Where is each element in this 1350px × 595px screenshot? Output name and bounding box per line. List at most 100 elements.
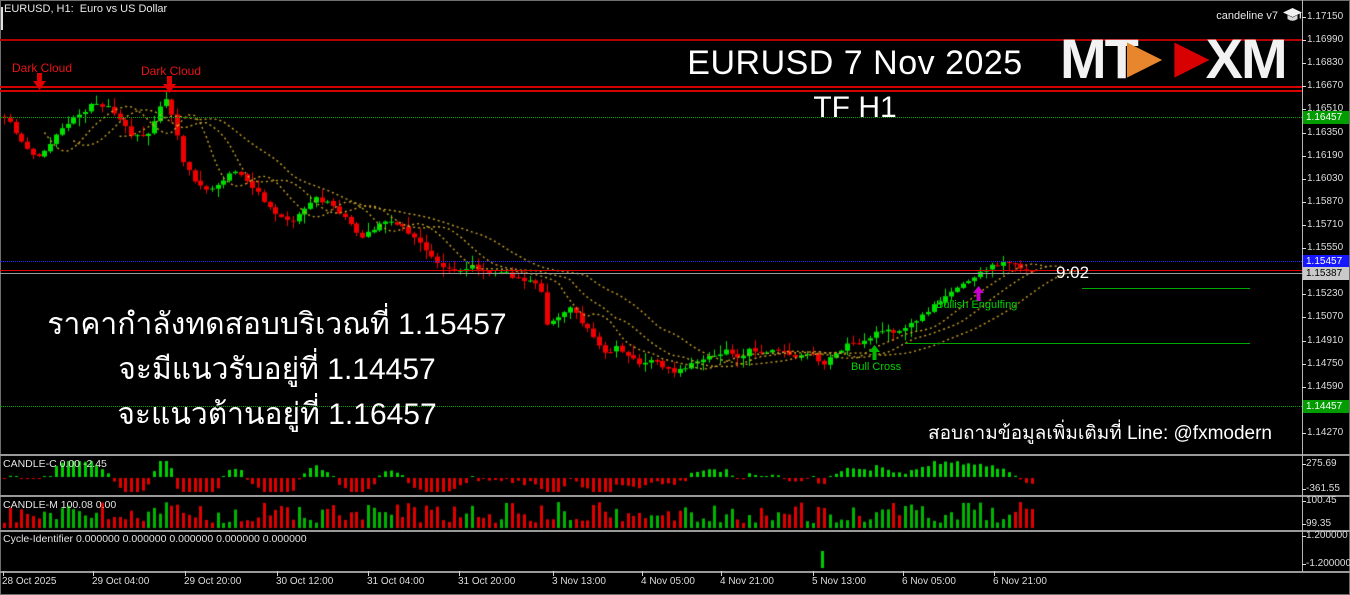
resistance-band-1[interactable]: [0, 86, 1302, 88]
price-badge-1.16457: 1.16457: [1303, 111, 1349, 124]
price-tick-label: 1.14750: [1307, 358, 1344, 369]
indicator-axis-value: 1.200000: [1306, 530, 1348, 541]
pane-separator[interactable]: [0, 454, 1350, 456]
graduation-cap-icon: [1283, 8, 1302, 23]
time-tick-mark: [553, 571, 554, 576]
indicator-tick-mark: [1302, 464, 1306, 465]
price-tick-label: 1.14270: [1307, 427, 1344, 438]
analysis-text-block: ราคากำลังทดสอบบริเวณที่ 1.15457 จะมีแนวร…: [12, 302, 542, 437]
indicator-axis-value: -1.200000: [1306, 558, 1350, 569]
price-tick-mark: [1302, 317, 1306, 318]
price-tick-mark: [1302, 294, 1306, 295]
price-tick-mark: [1302, 387, 1306, 388]
time-tick-label: 4 Nov 21:00: [720, 576, 774, 587]
swing-support-recent[interactable]: [1082, 288, 1250, 289]
time-tick-label: 28 Oct 2025: [2, 576, 57, 587]
indicator-axis-value: -361.55: [1306, 483, 1340, 494]
time-tick-mark: [93, 571, 94, 576]
time-tick-label: 31 Oct 20:00: [458, 576, 516, 587]
analysis-line-3: จะแนวต้านอยู่ที่ 1.16457: [117, 398, 437, 431]
price-badge-1.15387: 1.15387: [1303, 267, 1349, 280]
pane-separator[interactable]: [0, 495, 1350, 497]
price-tick-mark: [1302, 202, 1306, 203]
price-tick-mark: [1302, 109, 1306, 110]
price-tick-label: 1.15550: [1307, 242, 1344, 253]
ask-line[interactable]: [0, 270, 1302, 271]
resistance-dotted[interactable]: [0, 117, 1302, 118]
indicator-axis-value: 100.45: [1306, 495, 1337, 506]
indicator-tick-mark: [1302, 536, 1306, 537]
time-tick-mark: [813, 571, 814, 576]
price-tick-label: 1.16830: [1307, 57, 1344, 68]
arrow-up-magenta-icon: [973, 286, 984, 301]
dark-cloud-label-1: Dark Cloud: [12, 61, 73, 75]
price-tick-mark: [1302, 17, 1306, 18]
arrow-down-icon: [33, 73, 46, 90]
price-tick-mark: [1302, 156, 1306, 157]
pane-separator[interactable]: [0, 530, 1350, 532]
arrow-up-green-icon: [869, 345, 880, 360]
price-tick-label: 1.14910: [1307, 335, 1344, 346]
time-tick-label: 6 Nov 05:00: [902, 576, 956, 587]
test-level-dotted[interactable]: [0, 261, 1302, 262]
price-tick-mark: [1302, 133, 1306, 134]
price-tick-mark: [1302, 40, 1306, 41]
price-tick-label: 1.15070: [1307, 311, 1344, 322]
time-tick-label: 6 Nov 21:00: [993, 576, 1047, 587]
swing-support-lower[interactable]: [905, 343, 1250, 344]
chart-timeframe-title: TF H1: [813, 91, 897, 124]
time-tick-mark: [903, 571, 904, 576]
price-tick-mark: [1302, 341, 1306, 342]
price-badge-1.15457: 1.15457: [1303, 255, 1349, 268]
price-tick-mark: [1302, 86, 1306, 87]
time-tick-mark: [459, 571, 460, 576]
analysis-line-1: ราคากำลังทดสอบบริเวณที่ 1.15457: [47, 308, 507, 341]
logo-orange-triangle-icon: ▶: [1126, 29, 1163, 82]
price-tick-label: 1.16030: [1307, 173, 1344, 184]
time-tick-mark: [3, 571, 4, 576]
time-tick-label: 29 Oct 04:00: [92, 576, 150, 587]
time-tick-mark: [642, 571, 643, 576]
resistance-line-upper[interactable]: [0, 39, 1302, 41]
bullish-engulfing-label: Bullish Engulfing: [936, 299, 1018, 311]
pane-label-candle-m: CANDLE-M 100.08 0.00: [3, 499, 117, 511]
price-tick-label: 1.16350: [1307, 127, 1344, 138]
price-tick-label: 1.16190: [1307, 150, 1344, 161]
time-tick-label: 3 Nov 13:00: [552, 576, 606, 587]
time-tick-label: 31 Oct 04:00: [367, 576, 425, 587]
price-badge-1.14457: 1.14457: [1303, 400, 1349, 413]
time-tick-label: 30 Oct 12:00: [276, 576, 334, 587]
price-tick-mark: [1302, 364, 1306, 365]
logo-mt-text: MT: [1060, 27, 1139, 90]
price-tick-label: 1.16990: [1307, 34, 1344, 45]
indicator-tick-mark: [1302, 501, 1306, 502]
time-tick-mark: [185, 571, 186, 576]
logo-xm-text: XM: [1205, 27, 1288, 90]
indicator-version-area: candeline v7: [1140, 8, 1302, 23]
time-tick-mark: [277, 571, 278, 576]
broker-logo: MT ▶ ▶ XM: [1060, 26, 1288, 91]
price-tick-mark: [1302, 433, 1306, 434]
logo-red-triangle-icon: ▶: [1174, 29, 1210, 82]
price-tick-label: 1.15710: [1307, 219, 1344, 230]
price-tick-mark: [1302, 63, 1306, 64]
indicator-tick-mark: [1302, 564, 1306, 565]
price-tick-label: 1.16510: [1307, 103, 1344, 114]
analysis-line-2: จะมีแนวรับอยู่ที่ 1.14457: [118, 353, 436, 386]
price-tick-mark: [1302, 179, 1306, 180]
time-tick-label: 4 Nov 05:00: [641, 576, 695, 587]
candle-countdown-timer: 9:02: [1056, 263, 1090, 282]
support-dotted[interactable]: [0, 406, 1302, 407]
price-tick-mark: [1302, 225, 1306, 226]
resistance-band-2[interactable]: [0, 90, 1302, 92]
price-axis-border: [1302, 0, 1303, 572]
price-tick-label: 1.14590: [1307, 381, 1344, 392]
indicator-version-label: candeline v7: [1216, 9, 1278, 22]
bid-line[interactable]: [0, 273, 1302, 274]
price-tick-label: 1.15230: [1307, 288, 1344, 299]
time-tick-mark: [368, 571, 369, 576]
price-tick-mark: [1302, 248, 1306, 249]
arrow-down-icon: [163, 76, 176, 93]
time-tick-mark: [721, 571, 722, 576]
